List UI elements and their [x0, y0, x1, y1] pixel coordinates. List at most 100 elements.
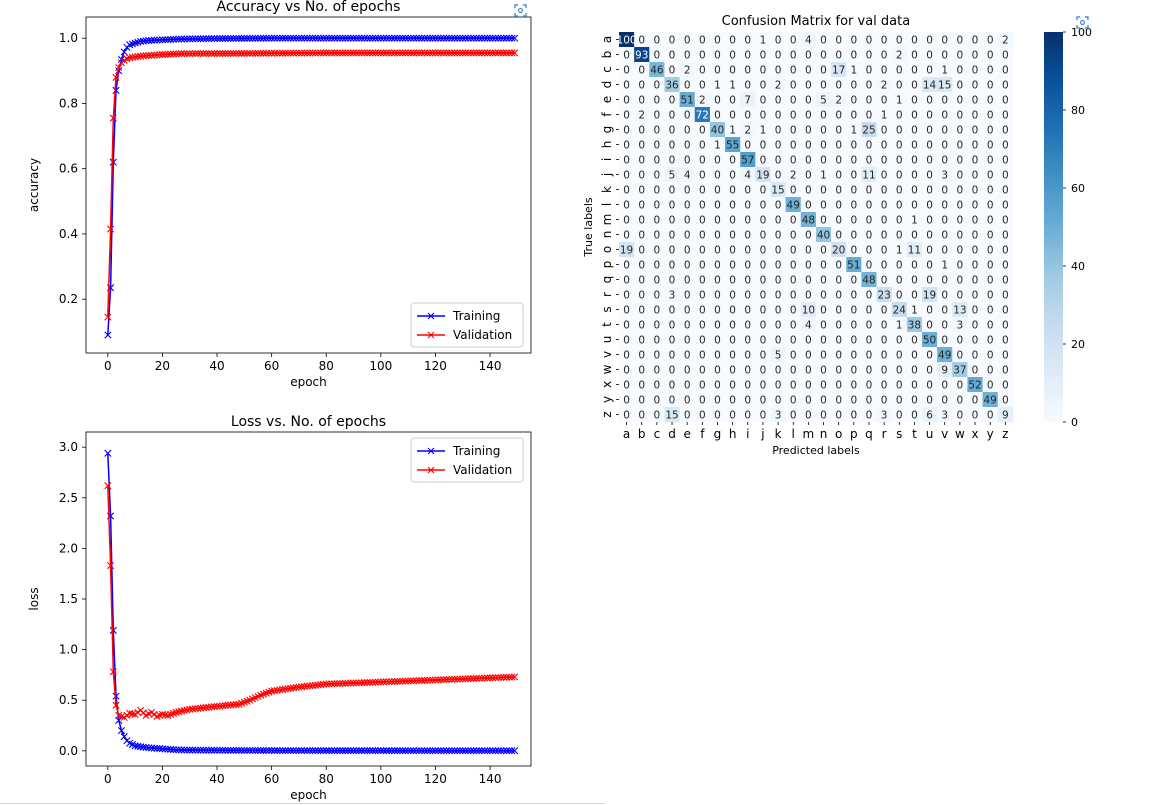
heatmap-cell [725, 137, 741, 153]
heatmap-cell [967, 317, 983, 333]
heatmap-cell [982, 347, 999, 363]
data-point [281, 49, 289, 57]
heatmap-cell [846, 92, 862, 108]
cell-value: 0 [714, 155, 721, 167]
heatmap-cell [952, 152, 968, 168]
heatmap-cell [922, 227, 938, 243]
cell-value: 0 [987, 380, 994, 392]
heatmap-cell [725, 287, 741, 303]
heatmap-cell [922, 167, 938, 183]
data-point [423, 49, 431, 57]
plot-area [85, 431, 532, 767]
heatmap-cell [785, 377, 802, 393]
cell-value: 15 [938, 80, 951, 92]
heatmap-cell [952, 242, 968, 258]
data-point [314, 49, 322, 57]
cell-value: 0 [972, 395, 979, 407]
cell-value: 0 [926, 200, 933, 212]
data-point [426, 49, 434, 57]
cell-value: 0 [835, 335, 842, 347]
data-point [172, 746, 180, 754]
data-point [106, 562, 115, 570]
y-tick-label: 0.5 [59, 693, 78, 707]
data-point [158, 710, 167, 718]
data-point [437, 747, 445, 755]
heatmap-cell [679, 47, 696, 63]
cell-value: 57 [741, 155, 754, 167]
heatmap-cell [846, 32, 862, 48]
data-point [319, 680, 328, 688]
data-point [243, 49, 251, 57]
x-tick-label: k [775, 427, 782, 441]
data-point [309, 747, 317, 755]
cell-value: 0 [987, 365, 994, 377]
cell-value: 0 [911, 80, 918, 92]
cell-value: 0 [957, 170, 964, 182]
heatmap-cell [679, 182, 696, 198]
data-point [197, 49, 205, 58]
cell-value: 0 [805, 50, 812, 62]
cell-value: 1 [760, 125, 767, 137]
cell-value: 0 [957, 350, 964, 362]
data-point [486, 49, 494, 57]
cell-value: 0 [1002, 80, 1009, 92]
heatmap-cell [876, 77, 892, 93]
cell-value: 0 [760, 50, 767, 62]
data-point [167, 35, 175, 44]
heatmap-cell [891, 362, 908, 378]
data-point [478, 674, 486, 682]
heatmap-cell [664, 242, 680, 258]
x-tick-label: 60 [264, 772, 279, 786]
y-tick-label: i [600, 158, 614, 161]
y-tick-label: t [600, 322, 614, 327]
cell-value: 0 [911, 200, 918, 212]
data-point [399, 49, 407, 57]
cell-value: 48 [862, 275, 875, 287]
heatmap-cell [876, 332, 892, 348]
cell-value: 2 [1002, 35, 1009, 47]
cell-value: 0 [972, 350, 979, 362]
heatmap-cell [876, 317, 892, 333]
heatmap-cell [800, 377, 817, 393]
heatmap-cell [740, 32, 756, 48]
expand-icon[interactable] [1075, 15, 1090, 30]
cell-value: 0 [699, 230, 706, 242]
data-point [379, 747, 388, 755]
data-point [177, 746, 186, 754]
cell-value: 0 [1002, 305, 1009, 317]
heatmap-cell [922, 62, 938, 78]
cell-value: 0 [775, 395, 782, 407]
cell-value: 0 [987, 290, 994, 302]
y-tick-label: 1.0 [59, 643, 78, 657]
data-point [440, 676, 448, 684]
heatmap-cell [815, 182, 832, 198]
cell-value: 0 [623, 305, 630, 317]
cell-value: 0 [729, 380, 736, 392]
cell-value: 0 [729, 50, 736, 62]
cell-value: 0 [729, 350, 736, 362]
cell-value: 0 [911, 110, 918, 122]
cell-value: 0 [669, 230, 676, 242]
data-point [177, 50, 186, 58]
cell-value: 14 [923, 80, 937, 92]
heatmap-cell [937, 137, 953, 153]
y-tick-label: e [600, 96, 614, 103]
heatmap-cell [906, 302, 923, 318]
cell-value: 0 [699, 305, 706, 317]
cell-value: 0 [654, 155, 661, 167]
cell-value: 0 [638, 65, 645, 77]
cell-value: 0 [896, 230, 903, 242]
data-point [434, 747, 442, 755]
heatmap-cell [906, 362, 923, 378]
cell-value: 0 [714, 380, 721, 392]
heatmap-cell [740, 182, 756, 198]
legend-marker [427, 312, 435, 320]
cell-value: 0 [669, 215, 676, 227]
heatmap-cell [815, 332, 832, 348]
heatmap-cell [709, 122, 726, 138]
heatmap-cell [679, 197, 696, 213]
y-tick-label: 1.5 [59, 592, 78, 606]
expand-icon[interactable] [513, 3, 528, 18]
cell-value: 0 [805, 335, 812, 347]
